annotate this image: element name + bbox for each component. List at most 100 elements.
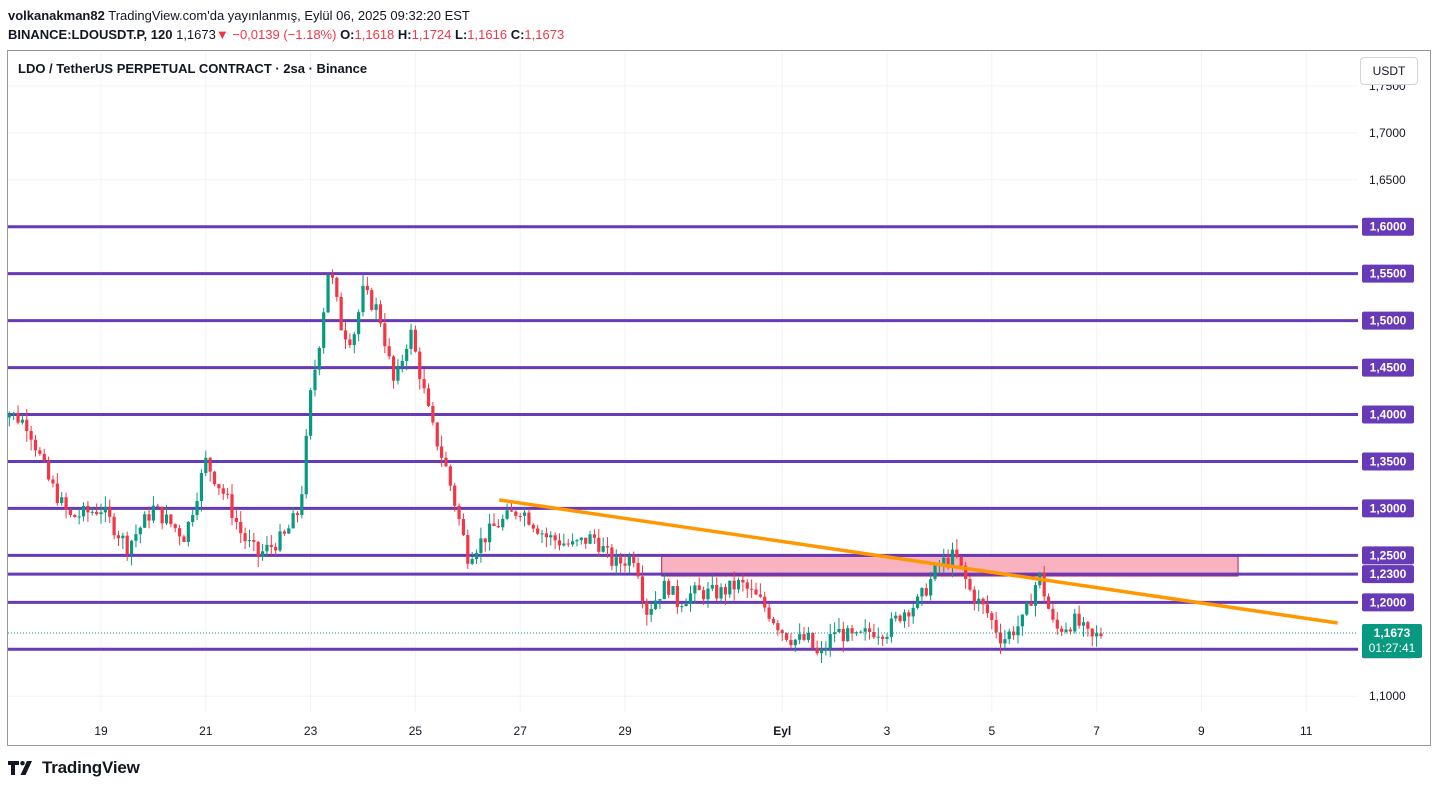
candle-body [1007,631,1011,640]
candle-body [1095,633,1099,637]
candle-body [1068,629,1072,632]
candle-body [579,537,583,541]
candle-body [898,615,902,622]
candle-body [806,632,810,640]
candle-body [981,598,985,605]
footer-brand[interactable]: TradingView [8,757,140,779]
candle-body [514,511,518,516]
candle-body [73,514,77,518]
candle-body [322,312,326,348]
tradingview-logo-icon [8,761,32,775]
candle-body [627,556,631,566]
candle-body [300,494,304,515]
candle-body [575,540,579,542]
candle-body [42,453,46,461]
candle-body [383,323,387,347]
candle-body [798,634,802,640]
candle-body [736,579,741,590]
candle-body [12,412,16,415]
candle-body [260,551,265,557]
candle-body [745,582,749,589]
candle-body [274,546,278,551]
level-label-bg [1362,405,1414,424]
trend-line [498,498,1338,625]
author-name[interactable]: volkanakman82 [8,8,105,23]
candle-body [894,615,898,619]
candle-body [361,285,365,313]
level-label-bg [1362,217,1414,236]
chart-panel[interactable]: 1,7500 1,7000 1,6500 1,1000 1,6000 1,5500 1,50… [7,50,1431,746]
candle-body [461,518,466,536]
x-tick-label: 27 [514,724,528,738]
candle-body [907,612,911,617]
candle-body [413,329,417,352]
candle-body [719,587,723,599]
candle-body [95,511,99,515]
candle-body [33,439,38,451]
candle-body [1025,602,1029,615]
candle-body [566,543,570,545]
candle-body [728,580,732,595]
level-label: 1,4500 [1370,361,1407,375]
candle-body [767,607,771,619]
x-tick-label: 3 [884,724,891,738]
chart-canvas[interactable]: 1,75001,70001,65001,10001,60001,55001,50… [8,51,1430,745]
candle-body [405,348,409,361]
high-value: 1,1724 [411,27,452,42]
last-price-label: 1,1673 [1374,626,1411,640]
candle-body [557,540,562,546]
candle-body [488,523,492,543]
candle-body [457,505,461,519]
candle-body [841,628,845,642]
candle-body [444,457,448,467]
candle-body [828,634,832,649]
candle-body [25,419,29,431]
candle-body [540,533,544,535]
level-label-bg [1362,546,1414,565]
candle-body [680,606,684,608]
candle-body [387,346,391,357]
candle-body [204,457,208,474]
candle-body [998,632,1003,644]
candle-body [147,514,151,521]
candle-body [1077,613,1081,626]
candle-body [876,636,880,638]
candle-body [649,609,653,615]
candle-body [1060,628,1064,632]
candle-body [902,612,907,622]
level-label: 1,2000 [1370,595,1407,609]
candle-body [112,516,116,536]
candle-body [950,549,955,567]
candle-body [396,366,400,381]
candle-body [671,586,675,595]
currency-button[interactable]: USDT [1360,57,1418,85]
candle-body [706,588,710,600]
candle-body [195,501,199,516]
candle-body [313,369,317,391]
candle-body [793,639,797,646]
candle-body [632,556,636,564]
candle-body [400,360,404,367]
candle-body [374,304,378,310]
candle-body [287,528,291,534]
candle-body [645,601,649,615]
chart-header: volkanakman82 TradingView.com'da yayınla… [8,6,564,44]
open-label: O: [340,27,355,42]
candle-body [754,589,758,595]
candle-body [588,534,592,544]
candle-body [640,576,645,602]
level-label-bg [1362,311,1414,330]
candle-body [549,535,553,538]
candle-body [859,631,863,633]
candle-body [1086,622,1090,629]
candle-body [819,649,824,654]
x-tick-label: 7 [1093,724,1100,738]
candle-body [675,586,679,607]
candle-body [16,412,20,423]
candle-body [850,628,854,634]
candle-body [824,648,828,650]
candle-body [688,593,693,604]
candle-body [968,579,972,590]
level-label: 1,2300 [1370,567,1407,581]
candle-body [60,497,64,504]
